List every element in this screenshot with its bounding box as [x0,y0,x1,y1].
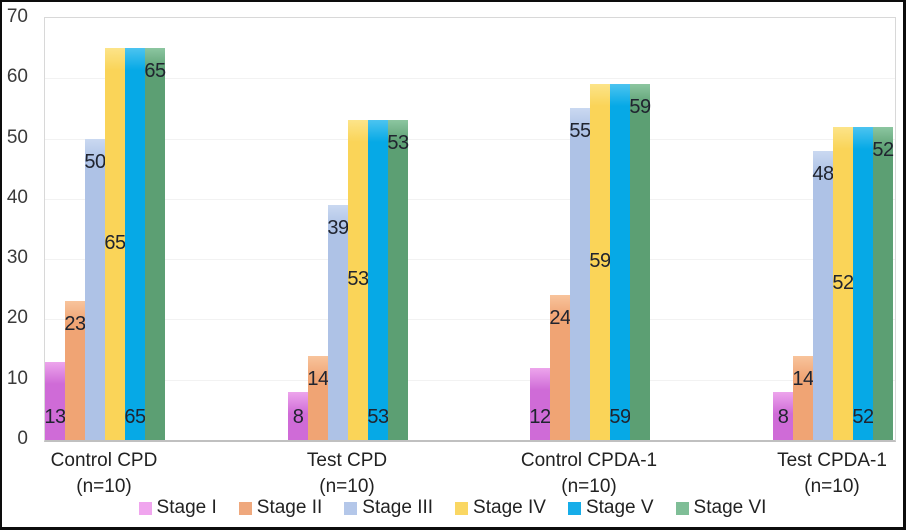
bar-stage-vi-control-cpd [145,48,165,440]
legend-label-stage-vi: Stage VI [693,497,767,518]
category-label-control-cpda-1: Control CPDA-1 (n=10) [479,448,699,500]
bar-value-label-stage-i-control-cpd: 13 [44,406,66,428]
bar-stage-v-test-cpd [368,120,388,440]
bar-value-label-stage-i-test-cpda-1: 8 [777,406,789,428]
bar-stage-i-test-cpd [288,392,308,440]
legend-label-stage-iv: Stage IV [473,497,546,518]
y-tick-label-40: 40 [6,187,28,208]
plot-area: 13 8 12 8 23 14 24 14 50 39 55 48 65 53 59 52 65 53 59 52 65… [44,17,896,442]
bar-stage-v-control-cpda-1 [610,84,630,440]
category-name: Control CPDA-1 [520,450,658,471]
bar-value-label-stage-iii-control-cpda-1: 55 [569,120,591,142]
category-sublabel: (n=10) [561,476,617,497]
legend-color-swatch-stage-vi [675,501,689,515]
bar-stage-iv-test-cpd [348,120,368,440]
bar-value-label-stage-ii-control-cpda-1: 24 [549,307,571,329]
bar-value-label-stage-i-control-cpda-1: 12 [529,406,551,428]
gridline-y10 [45,380,895,381]
y-tick-label-50: 50 [6,127,28,148]
bar-value-label-stage-vi-test-cpd: 53 [387,132,409,154]
category-sublabel: (n=10) [76,476,132,497]
legend-item-stage-ii: Stage II [238,497,323,519]
legend-item-stage-v: Stage V [567,497,654,519]
legend-label-stage-iii: Stage III [362,497,434,518]
bar-value-label-stage-v-control-cpda-1: 59 [609,406,631,428]
legend-label-stage-v: Stage V [585,497,654,518]
bar-value-label-stage-iii-control-cpd: 50 [84,151,106,173]
bar-value-label-stage-vi-test-cpda-1: 52 [872,139,894,161]
bar-value-label-stage-iii-test-cpd: 39 [327,217,349,239]
category-name: Control CPD [50,450,158,471]
gridline-y60 [45,78,895,79]
bar-stage-i-control-cpda-1 [530,368,550,440]
y-tick-label-0: 0 [17,428,28,449]
category-sublabel: (n=10) [319,476,375,497]
bar-stage-vi-test-cpd [388,120,408,440]
bar-value-label-stage-i-test-cpd: 8 [292,406,304,428]
category-label-control-cpd: Control CPD (n=10) [2,448,214,500]
bar-value-label-stage-ii-test-cpd: 14 [307,368,329,390]
bar-value-label-stage-v-test-cpd: 53 [367,406,389,428]
gridline-y30 [45,259,895,260]
bar-stage-iii-test-cpd [328,205,348,440]
legend-item-stage-i: Stage I [138,497,217,519]
bar-stage-iv-control-cpd [105,48,125,440]
bar-value-label-stage-vi-control-cpda-1: 59 [629,96,651,118]
bar-stage-i-test-cpda-1 [773,392,793,440]
gridline-y40 [45,199,895,200]
bar-stage-iv-control-cpda-1 [590,84,610,440]
category-label-test-cpd: Test CPD (n=10) [237,448,457,500]
bar-stage-ii-control-cpda-1 [550,295,570,440]
y-tick-label-10: 10 [6,368,28,389]
legend-label-stage-i: Stage I [156,497,217,518]
legend-item-stage-iv: Stage IV [455,497,546,519]
bar-stage-vi-test-cpda-1 [873,127,893,440]
bar-stage-iii-control-cpd [85,139,105,440]
bar-stage-v-test-cpda-1 [853,127,873,440]
bar-stage-i-control-cpd [45,362,65,440]
legend-item-stage-vi: Stage VI [675,497,767,519]
gridline-y20 [45,319,895,320]
category-label-test-cpda-1: Test CPDA-1 (n=10) [722,448,903,500]
bar-value-label-stage-iv-control-cpda-1: 59 [589,250,611,272]
bar-value-label-stage-v-test-cpda-1: 52 [852,406,874,428]
y-tick-label-20: 20 [6,307,28,328]
bar-value-label-stage-iv-control-cpd: 65 [104,232,126,254]
bar-stage-v-control-cpd [125,48,145,440]
category-name: Test CPDA-1 [777,450,887,471]
category-sublabel: (n=10) [804,476,860,497]
bar-value-label-stage-vi-control-cpd: 65 [144,60,166,82]
bar-stage-ii-control-cpd [65,301,85,440]
bar-stage-ii-test-cpd [308,356,328,440]
bar-value-label-stage-iv-test-cpd: 53 [347,268,369,290]
legend: Stage I Stage II Stage III Stage IV Stage V S… [2,497,903,519]
bar-value-label-stage-iv-test-cpda-1: 52 [832,272,854,294]
legend-item-stage-iii: Stage III [344,497,433,519]
gridline-y50 [45,139,895,140]
legend-color-swatch-stage-v [567,501,581,515]
bar-value-label-stage-ii-control-cpd: 23 [64,313,86,335]
legend-color-swatch-stage-iv [455,501,469,515]
bar-stage-iii-control-cpda-1 [570,108,590,440]
y-tick-label-30: 30 [6,247,28,268]
bar-value-label-stage-v-control-cpd: 65 [124,406,146,428]
bar-stage-iv-test-cpda-1 [833,127,853,440]
bar-value-label-stage-ii-test-cpda-1: 14 [792,368,814,390]
bar-stage-ii-test-cpda-1 [793,356,813,440]
bar-value-label-stage-iii-test-cpda-1: 48 [812,163,834,185]
bar-stage-iii-test-cpda-1 [813,151,833,440]
y-tick-label-70: 70 [6,6,28,27]
legend-color-swatch-stage-ii [238,501,252,515]
legend-color-swatch-stage-iii [344,501,358,515]
legend-color-swatch-stage-i [138,501,152,515]
y-tick-label-60: 60 [6,66,28,87]
category-name: Test CPD [306,450,388,471]
bar-stage-vi-control-cpda-1 [630,84,650,440]
legend-label-stage-ii: Stage II [256,497,323,518]
